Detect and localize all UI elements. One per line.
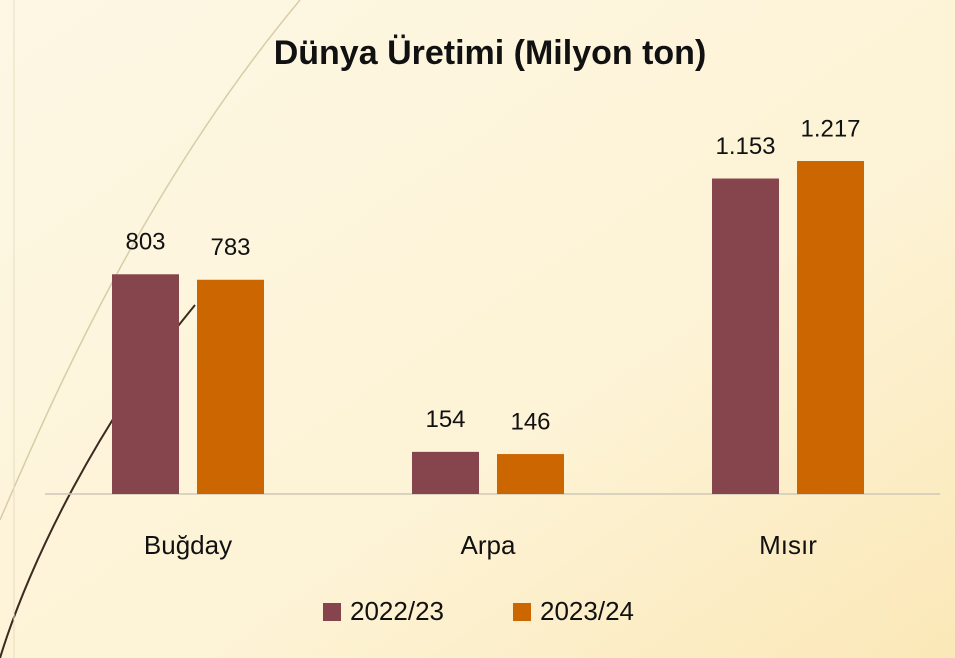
- data-label: 803: [125, 229, 165, 256]
- legend-label: 2023/24: [540, 596, 634, 626]
- chart-title: Dünya Üretimi (Milyon ton): [274, 34, 707, 72]
- x-tick-label: Mısır: [759, 530, 817, 560]
- legend-swatch: [323, 603, 341, 621]
- x-tick-label: Arpa: [461, 530, 516, 560]
- data-label: 1.217: [800, 115, 860, 142]
- x-tick-label: Buğday: [144, 530, 232, 560]
- bar: [197, 279, 264, 494]
- legend-swatch: [513, 603, 531, 621]
- data-label: 783: [210, 234, 250, 261]
- data-label: 154: [425, 406, 465, 433]
- data-label: 1.153: [715, 133, 775, 160]
- bar: [712, 178, 779, 495]
- bar: [412, 451, 479, 494]
- legend-label: 2022/23: [350, 596, 444, 626]
- bar: [112, 274, 179, 494]
- data-label: 146: [510, 408, 550, 435]
- bar: [797, 161, 864, 494]
- bar: [497, 454, 564, 494]
